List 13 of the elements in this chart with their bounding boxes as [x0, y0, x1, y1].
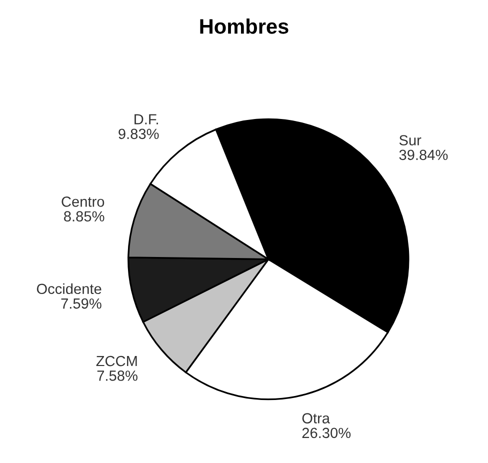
slice-label: Sur [399, 135, 422, 146]
slice-label: Occidente [36, 283, 102, 294]
slice-label: D.F. [134, 114, 158, 124]
data-label: 7.58% [97, 370, 138, 381]
slice-label: Centro [62, 196, 104, 207]
data-label: 9.83% [118, 128, 159, 140]
data-label: 39.84% [399, 150, 448, 160]
chart-title: Hombres [200, 18, 288, 34]
slice-label: Otra [302, 413, 330, 424]
data-label: 26.30% [302, 428, 351, 438]
data-label: 8.85% [64, 211, 104, 222]
slice-label: ZCCM [96, 356, 137, 366]
data-label: 7.59% [61, 298, 102, 309]
